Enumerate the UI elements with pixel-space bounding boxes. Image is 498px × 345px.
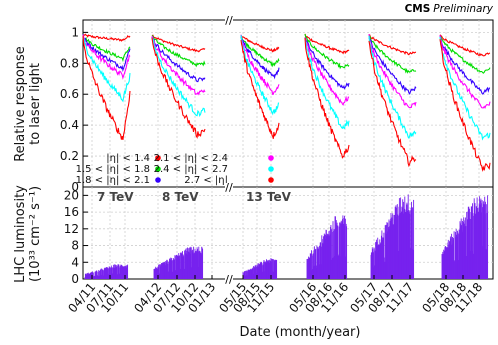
top-ytick-label: 0.4 [60, 118, 79, 132]
legend-marker [155, 177, 161, 183]
bottom-y-axis-title-line: (10³³ cm⁻² s⁻¹) [28, 186, 43, 282]
legend-label: 2.1 < |η| < 2.4 [154, 153, 228, 164]
top-y-axis-title-line: to laser light [28, 63, 43, 145]
legend-marker [268, 177, 274, 183]
top-ytick-label: 1 [71, 25, 79, 39]
legend: |η| < 1.41.5 < |η| < 1.81.8 < |η| < 2.1 2… [76, 153, 274, 186]
top-y-axis-title-line: Relative response [13, 46, 28, 162]
legend-label: 2.4 < |η| < 2.7 [154, 164, 228, 175]
legend-marker [268, 155, 274, 161]
response-series-line [369, 41, 416, 166]
bottom-y-axis-title-line: LHC luminosity [13, 185, 28, 283]
luminosity-panel: 0 4 8 12 16 20 7 TeV 8 TeV 13 TeV [64, 187, 493, 286]
response-series-line [369, 34, 416, 108]
x-axis-title: Date (month/year) [240, 325, 361, 340]
bottom-ytick-label: 4 [71, 255, 79, 269]
bottom-ytick-label: 16 [64, 205, 79, 219]
axis-break: // [225, 273, 233, 286]
legend-label: 1.8 < |η| < 2.1 [76, 175, 150, 186]
top-ytick-label: 0.8 [60, 56, 79, 70]
energy-label: 13 TeV [246, 190, 292, 204]
bottom-ytick-label: 12 [64, 222, 79, 236]
bottom-ytick-label: 20 [64, 188, 79, 202]
axis-break: // [225, 181, 233, 194]
legend-label: 1.5 < |η| < 1.8 [76, 164, 150, 175]
top-y-axis-title: Relative response to laser light [13, 46, 43, 162]
bottom-y-axis-title: LHC luminosity (10³³ cm⁻² s⁻¹) [13, 185, 43, 283]
response-series-line [83, 34, 130, 41]
energy-label: 8 TeV [162, 190, 199, 204]
experiment-label: CMS Preliminary [405, 3, 494, 15]
top-ytick-label: 0.6 [60, 87, 79, 101]
legend-label: |η| < 1.4 [106, 153, 150, 164]
legend-label: 2.7 < |η| [184, 175, 228, 186]
bottom-ytick-label: 8 [71, 239, 79, 253]
bottom-ytick-label: 0 [71, 272, 79, 286]
legend-marker [268, 166, 274, 172]
top-ytick-label: 0.2 [60, 149, 79, 163]
laser-response-panel: 00.20.40.60.81|η| < 1.41.5 < |η| < 1.81.… [60, 20, 493, 194]
axis-break: // [225, 14, 233, 27]
energy-label: 7 TeV [97, 190, 134, 204]
